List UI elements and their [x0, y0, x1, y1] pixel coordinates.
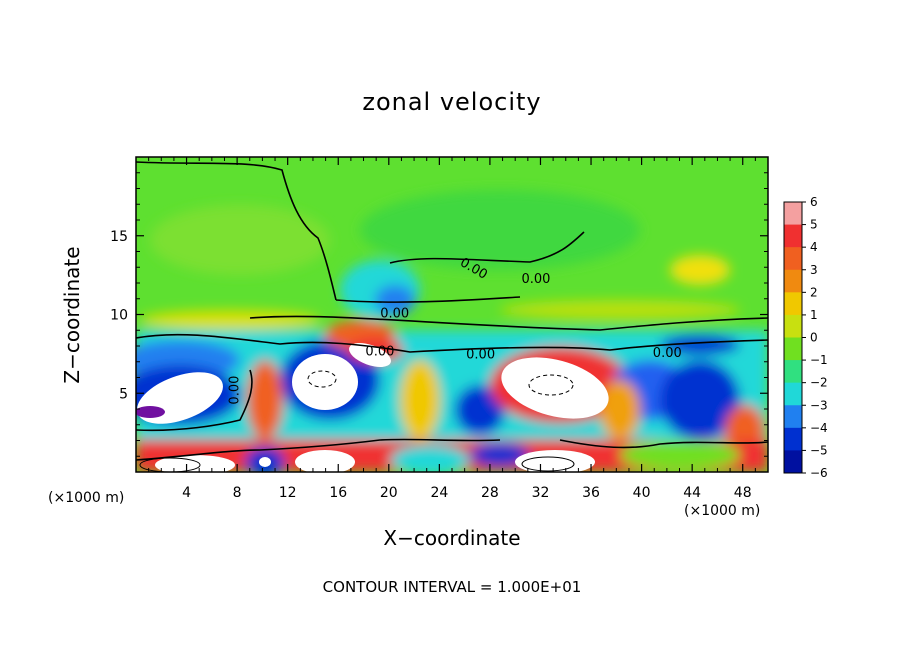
- x-tick-label: 44: [683, 485, 701, 501]
- contour-label: 0.00: [365, 344, 394, 359]
- colorbar-label: −2: [810, 376, 828, 390]
- colorbar-swatch: [784, 247, 802, 271]
- colorbar-label: 1: [810, 308, 818, 322]
- colorbar-swatch: [784, 337, 802, 361]
- x-axis-label-text: X−coordinate: [383, 526, 521, 550]
- colorbar-label: −3: [810, 398, 828, 412]
- colorbar-swatch: [784, 405, 802, 429]
- contour-label: 0.00: [521, 272, 550, 287]
- x-tick-label: 12: [279, 485, 297, 501]
- colorbar-label: 4: [810, 240, 818, 254]
- colorbar-swatch: [784, 450, 802, 474]
- colorbar-label: −6: [810, 466, 828, 480]
- x-tick-label: 8: [233, 485, 242, 501]
- chart-title: zonal velocity: [362, 88, 542, 116]
- x-tick-label: 32: [532, 485, 550, 501]
- x-tick-label: 24: [430, 485, 448, 501]
- colorbar-label: −4: [810, 421, 828, 435]
- x-tick-label: 16: [329, 485, 347, 501]
- x-scale-label-right: (×1000 m): [684, 503, 761, 519]
- y-tick-label: 10: [110, 308, 128, 324]
- x-scale-label-left: (×1000 m): [48, 490, 125, 506]
- colorbar-swatch: [784, 427, 802, 451]
- colorbar-swatch: [784, 202, 802, 226]
- contour-label: 0.00: [380, 307, 409, 322]
- x-tick-label: 28: [481, 485, 499, 501]
- colorbar-swatch: [784, 360, 802, 384]
- colorbar-swatch: [784, 269, 802, 293]
- colorbar-label: −5: [810, 443, 828, 457]
- y-tick-label: 5: [119, 386, 128, 402]
- colorbar-label: 5: [810, 218, 818, 232]
- contour-label: 0.00: [228, 376, 243, 405]
- x-axis-label: X−coordinate: [0, 526, 904, 550]
- colorbar-swatch: [784, 382, 802, 406]
- colorbar-swatch: [784, 314, 802, 338]
- colorbar-label: 2: [810, 285, 818, 299]
- colorbar-swatch: [784, 224, 802, 248]
- x-tick-label: 40: [633, 485, 651, 501]
- colorbar-label: −1: [810, 353, 828, 367]
- contour-label: 0.00: [466, 348, 495, 363]
- x-tick-label: 4: [182, 485, 191, 501]
- x-tick-label: 20: [380, 485, 398, 501]
- colorbar-label: 0: [810, 331, 818, 345]
- contour-label: 0.00: [653, 346, 682, 361]
- colorbar-label: 3: [810, 263, 818, 277]
- x-tick-label: 36: [582, 485, 600, 501]
- colorbar-label: 6: [810, 195, 818, 209]
- y-tick-label: 15: [110, 229, 128, 245]
- x-tick-label: 48: [734, 485, 752, 501]
- velocity-field: [136, 157, 768, 472]
- contour-interval-note: CONTOUR INTERVAL = 1.000E+01: [322, 578, 582, 596]
- colorbar-swatch: [784, 292, 802, 316]
